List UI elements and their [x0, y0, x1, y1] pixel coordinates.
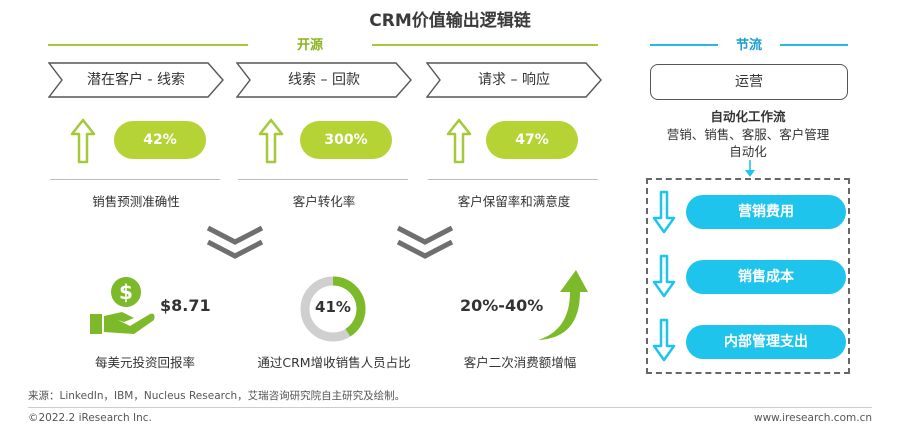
donut-value: 41%: [315, 298, 351, 316]
page-title: CRM价值输出逻辑链: [369, 11, 531, 31]
metric-pill-retention: 47%: [486, 121, 578, 159]
metric-pill-forecast: 42%: [114, 121, 206, 159]
up-arrow-icon: [70, 118, 96, 164]
dollar-hand-icon: $: [90, 277, 155, 334]
copyright: ©2022.2 iResearch Inc.: [28, 412, 152, 424]
stage-response-label: 请求 – 响应: [478, 72, 550, 88]
open-source-line-left: [48, 44, 248, 46]
down-arrow-icon: [652, 254, 676, 298]
separator-line: [428, 179, 598, 180]
open-source-line-right: [372, 44, 598, 46]
up-arrow-icon: [258, 118, 284, 164]
metric-label-retention: 客户保留率和满意度: [457, 194, 571, 209]
down-arrow-icon: [652, 190, 676, 234]
stage-lead-label: 潜在客户 - 线索: [87, 72, 185, 88]
metric-label-forecast: 销售预测准确性: [92, 194, 180, 209]
throttle-label: 节流: [735, 38, 762, 53]
up-arrow-icon: [446, 118, 472, 164]
separator-line: [50, 179, 220, 180]
roi-value: $8.71: [160, 296, 211, 315]
repurchase-label: 客户二次消费额增幅: [463, 355, 577, 370]
double-chevron-down-icon: [206, 225, 264, 259]
open-source-label: 开源: [296, 38, 323, 53]
stage-collection-label: 线索 – 回款: [288, 72, 360, 88]
down-arrow-icon: [652, 318, 676, 362]
repurchase-value: 20%-40%: [460, 296, 544, 315]
stage-collection: 线索 – 回款: [236, 62, 412, 98]
svg-text:$: $: [119, 280, 133, 304]
separator-line: [238, 179, 408, 180]
source-note: 来源：LinkedIn，IBM，Nucleus Research，艾瑞咨询研究院…: [28, 390, 406, 402]
footer-divider: [28, 407, 872, 408]
cost-pill-management: 内部管理支出: [686, 325, 846, 359]
double-chevron-down-icon: [396, 225, 454, 259]
roi-label: 每美元投资回报率: [94, 355, 195, 370]
pentagon-shape: [426, 62, 602, 98]
curved-up-arrow-icon: [538, 270, 588, 340]
stage-response: 请求 – 响应: [426, 62, 602, 98]
stage-lead: 潜在客户 - 线索: [48, 62, 224, 98]
operations-box: 运营: [650, 64, 848, 100]
throttle-line-right: [780, 44, 848, 46]
cost-pill-sales: 销售成本: [686, 260, 846, 294]
pentagon-shape: [236, 62, 412, 98]
pentagon-shape: [48, 62, 224, 98]
small-down-arrow-icon: [745, 160, 755, 177]
cost-reduction-box: [646, 178, 850, 374]
automation-desc-line1: 营销、销售、客服、客户管理: [666, 127, 830, 142]
donut-label: 通过CRM增收销售人员占比: [257, 355, 411, 370]
cost-pill-marketing: 营销费用: [686, 195, 846, 229]
donut-ring-icon: [300, 276, 366, 342]
metric-pill-conversion: 300%: [300, 121, 392, 159]
metric-label-conversion: 客户转化率: [292, 194, 356, 209]
website-link[interactable]: www.iresearch.com.cn: [753, 412, 872, 424]
automation-title: 自动化工作流: [710, 109, 786, 124]
automation-desc-line2: 自动化: [729, 144, 767, 159]
throttle-line-left: [650, 44, 718, 46]
